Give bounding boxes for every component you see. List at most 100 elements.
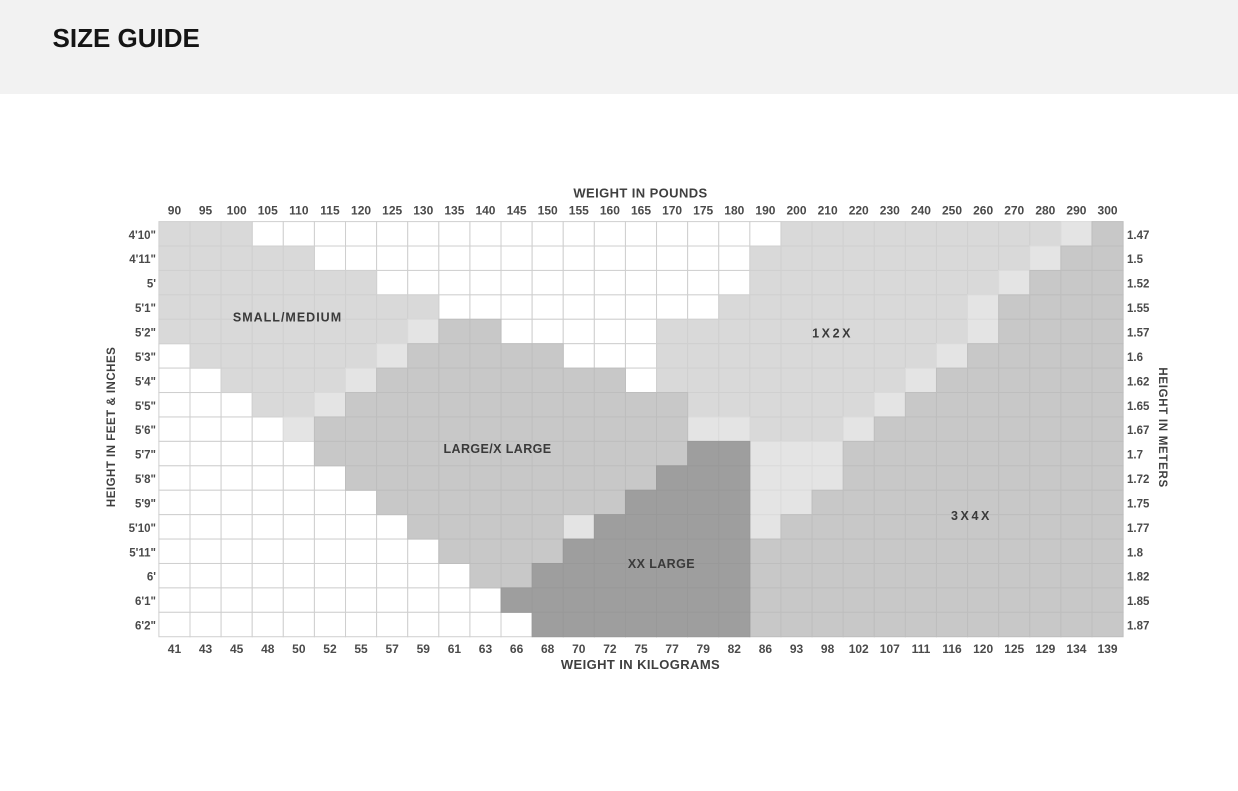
svg-text:66: 66	[510, 642, 524, 656]
svg-text:210: 210	[818, 204, 838, 218]
svg-text:48: 48	[261, 642, 275, 656]
svg-text:5': 5'	[147, 279, 156, 291]
svg-text:90: 90	[168, 204, 182, 218]
svg-text:93: 93	[790, 642, 804, 656]
svg-text:165: 165	[631, 204, 651, 218]
svg-text:77: 77	[665, 642, 679, 656]
svg-text:160: 160	[600, 204, 620, 218]
svg-text:61: 61	[448, 642, 462, 656]
svg-text:1.52: 1.52	[1127, 279, 1149, 291]
svg-text:250: 250	[942, 204, 962, 218]
svg-text:1.67: 1.67	[1127, 425, 1149, 437]
svg-text:HEIGHT IN METERS: HEIGHT IN METERS	[1156, 367, 1168, 487]
svg-text:1X2X: 1X2X	[812, 327, 853, 341]
svg-text:1.72: 1.72	[1127, 474, 1149, 486]
svg-text:1.7: 1.7	[1127, 450, 1143, 462]
svg-text:LARGE/X LARGE: LARGE/X LARGE	[444, 442, 552, 456]
svg-text:5'8": 5'8"	[135, 474, 156, 486]
svg-text:270: 270	[1004, 204, 1024, 218]
svg-text:59: 59	[417, 642, 431, 656]
svg-text:5'11": 5'11"	[129, 547, 156, 559]
svg-text:120: 120	[351, 204, 371, 218]
svg-text:1.82: 1.82	[1127, 572, 1149, 584]
svg-text:4'10": 4'10"	[129, 230, 156, 242]
svg-text:115: 115	[320, 204, 340, 218]
svg-text:220: 220	[849, 204, 869, 218]
svg-text:75: 75	[634, 642, 648, 656]
svg-text:1.57: 1.57	[1127, 327, 1149, 339]
svg-text:5'3": 5'3"	[135, 352, 156, 364]
svg-text:170: 170	[662, 204, 682, 218]
svg-text:290: 290	[1066, 204, 1086, 218]
svg-text:155: 155	[569, 204, 589, 218]
svg-text:175: 175	[693, 204, 713, 218]
svg-text:200: 200	[786, 204, 806, 218]
svg-text:105: 105	[258, 204, 278, 218]
svg-text:95: 95	[199, 204, 213, 218]
svg-text:110: 110	[289, 204, 309, 218]
svg-text:82: 82	[728, 642, 742, 656]
svg-text:57: 57	[385, 642, 399, 656]
svg-text:1.65: 1.65	[1127, 401, 1150, 413]
svg-text:SMALL/MEDIUM: SMALL/MEDIUM	[233, 311, 342, 325]
svg-text:1.75: 1.75	[1127, 498, 1150, 510]
svg-text:98: 98	[821, 642, 835, 656]
svg-text:1.77: 1.77	[1127, 523, 1149, 535]
svg-text:1.5: 1.5	[1127, 254, 1144, 266]
svg-text:43: 43	[199, 642, 213, 656]
svg-text:1.87: 1.87	[1127, 621, 1149, 633]
svg-text:100: 100	[227, 204, 247, 218]
svg-text:5'6": 5'6"	[135, 425, 156, 437]
svg-text:1.62: 1.62	[1127, 376, 1149, 388]
svg-text:300: 300	[1098, 204, 1118, 218]
svg-text:150: 150	[538, 204, 558, 218]
svg-text:1.47: 1.47	[1127, 230, 1149, 242]
svg-text:140: 140	[475, 204, 495, 218]
svg-text:125: 125	[1004, 642, 1024, 656]
svg-text:1.8: 1.8	[1127, 547, 1144, 559]
svg-text:5'4": 5'4"	[135, 376, 156, 388]
svg-text:5'9": 5'9"	[135, 498, 156, 510]
svg-text:111: 111	[912, 642, 931, 656]
svg-text:240: 240	[911, 204, 931, 218]
svg-text:1.55: 1.55	[1127, 303, 1150, 315]
svg-text:XX LARGE: XX LARGE	[628, 557, 695, 571]
svg-text:5'10": 5'10"	[129, 523, 156, 535]
svg-text:SIZE GUIDE: SIZE GUIDE	[53, 23, 200, 53]
svg-text:145: 145	[507, 204, 527, 218]
svg-text:1.85: 1.85	[1127, 596, 1150, 608]
svg-text:6': 6'	[147, 572, 156, 584]
svg-text:260: 260	[973, 204, 993, 218]
svg-text:116: 116	[942, 642, 962, 656]
svg-text:52: 52	[323, 642, 337, 656]
svg-text:41: 41	[168, 642, 182, 656]
svg-text:134: 134	[1066, 642, 1086, 656]
svg-text:WEIGHT IN POUNDS: WEIGHT IN POUNDS	[573, 186, 707, 201]
svg-text:139: 139	[1098, 642, 1118, 656]
svg-text:120: 120	[973, 642, 993, 656]
svg-text:79: 79	[697, 642, 711, 656]
svg-text:5'5": 5'5"	[135, 401, 156, 413]
svg-text:3X4X: 3X4X	[951, 509, 992, 523]
svg-text:6'2": 6'2"	[135, 621, 156, 633]
svg-text:180: 180	[724, 204, 744, 218]
svg-text:55: 55	[354, 642, 368, 656]
svg-text:72: 72	[603, 642, 617, 656]
svg-text:86: 86	[759, 642, 773, 656]
svg-text:130: 130	[413, 204, 433, 218]
svg-text:70: 70	[572, 642, 586, 656]
svg-text:5'7": 5'7"	[135, 450, 156, 462]
svg-text:230: 230	[880, 204, 900, 218]
svg-text:280: 280	[1035, 204, 1055, 218]
svg-text:135: 135	[444, 204, 464, 218]
svg-text:WEIGHT IN KILOGRAMS: WEIGHT IN KILOGRAMS	[561, 657, 720, 672]
svg-text:5'1": 5'1"	[135, 303, 156, 315]
svg-text:1.6: 1.6	[1127, 352, 1143, 364]
svg-text:68: 68	[541, 642, 555, 656]
svg-text:125: 125	[382, 204, 402, 218]
svg-text:6'1": 6'1"	[135, 596, 156, 608]
svg-text:102: 102	[849, 642, 869, 656]
svg-text:50: 50	[292, 642, 306, 656]
svg-text:45: 45	[230, 642, 244, 656]
svg-text:190: 190	[755, 204, 775, 218]
